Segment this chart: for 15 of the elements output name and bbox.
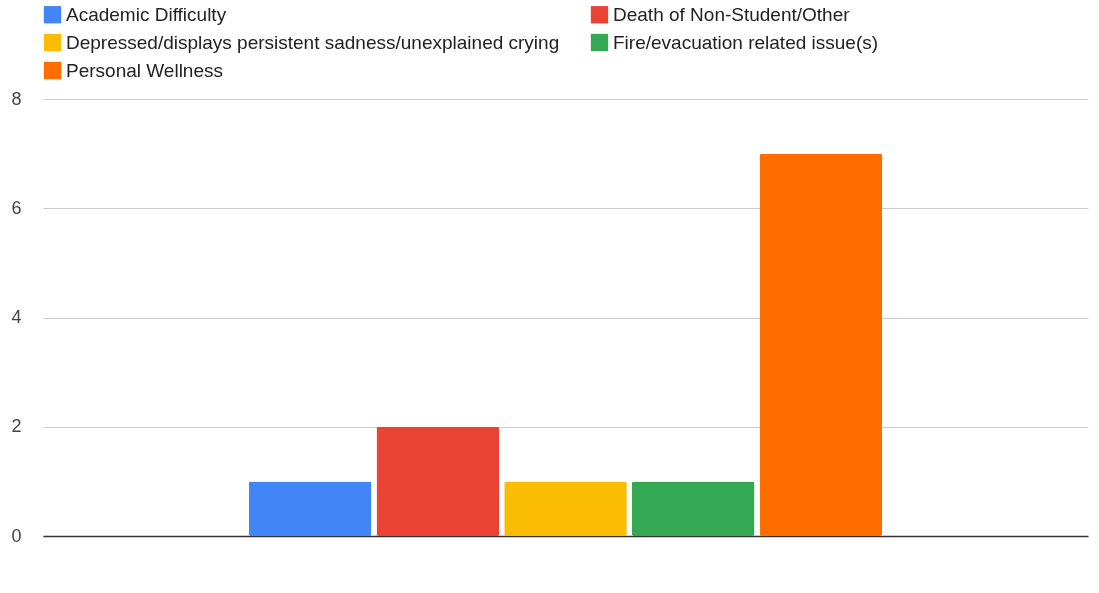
y-tick-label: 6	[11, 197, 22, 218]
y-tick-label: 4	[11, 307, 22, 327]
bar	[631, 481, 755, 536]
y-tick-label: 2	[11, 416, 22, 437]
legend-label: Personal Wellness	[66, 59, 224, 81]
bar	[504, 481, 627, 536]
legend-label: Depressed/displays persistent sadness/unexplained crying	[66, 31, 560, 53]
y-tick-label: 8	[11, 88, 22, 109]
y-tick-label: 0	[11, 525, 22, 546]
legend-label: Fire/evacuation related issue(s)	[613, 31, 879, 53]
legend-label: Death of Non-Student/Other	[613, 3, 851, 25]
bar	[759, 153, 883, 536]
bar	[248, 481, 372, 536]
bar	[376, 426, 500, 536]
legend-label: Academic Difficulty	[66, 3, 227, 25]
